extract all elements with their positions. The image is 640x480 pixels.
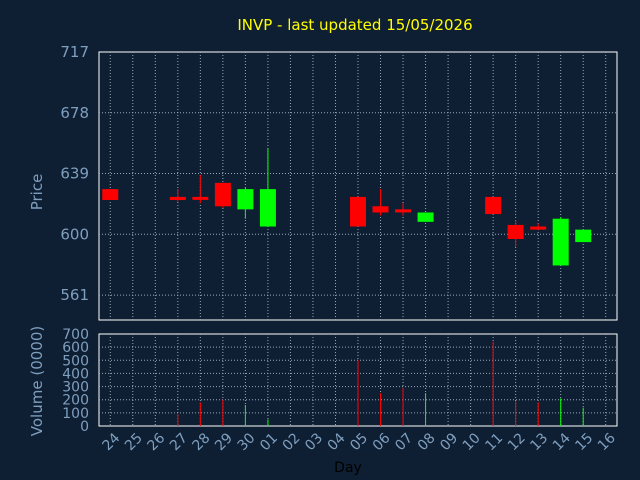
price-tick-label: 561: [60, 286, 89, 304]
candle-body: [417, 212, 434, 222]
chart-title: INVP - last updated 15/05/2026: [237, 16, 472, 34]
volume-tick-label: 200: [62, 393, 89, 409]
candle-body: [395, 209, 412, 213]
price-axis-label: Price: [28, 174, 46, 211]
candle-body: [372, 206, 389, 213]
price-tick-label: 678: [60, 104, 89, 122]
candle-body: [485, 196, 502, 215]
candle-body: [192, 196, 209, 200]
price-tick-label: 600: [60, 225, 89, 243]
price-panel: 561 600 639 678 717: [60, 43, 618, 321]
candle-body: [259, 189, 276, 227]
volume-tick-label: 300: [62, 380, 89, 396]
candle-body: [530, 226, 547, 230]
candle-body: [102, 189, 119, 201]
volume-tick-label: 100: [62, 406, 89, 422]
volume-tick-label: 400: [62, 366, 89, 382]
x-axis: 2425262728293001020304050607080910111213…: [99, 430, 618, 454]
candle-body: [214, 182, 231, 207]
volume-tick-label: 0: [80, 419, 89, 435]
x-axis-label: Day: [334, 460, 362, 476]
candle-body: [507, 224, 524, 239]
volume-tick-label: 600: [62, 340, 89, 356]
candle-body: [575, 229, 592, 243]
volume-axis-label: Volume (0000): [28, 326, 46, 436]
candle-body: [552, 218, 569, 266]
price-tick-label: 639: [60, 165, 89, 183]
candle-body: [237, 189, 254, 210]
candle-body: [350, 196, 366, 227]
price-tick-label: 717: [60, 43, 89, 61]
volume-tick-label: 500: [62, 353, 89, 369]
candle-body: [169, 196, 186, 201]
volume-tick-label: 700: [62, 327, 89, 343]
